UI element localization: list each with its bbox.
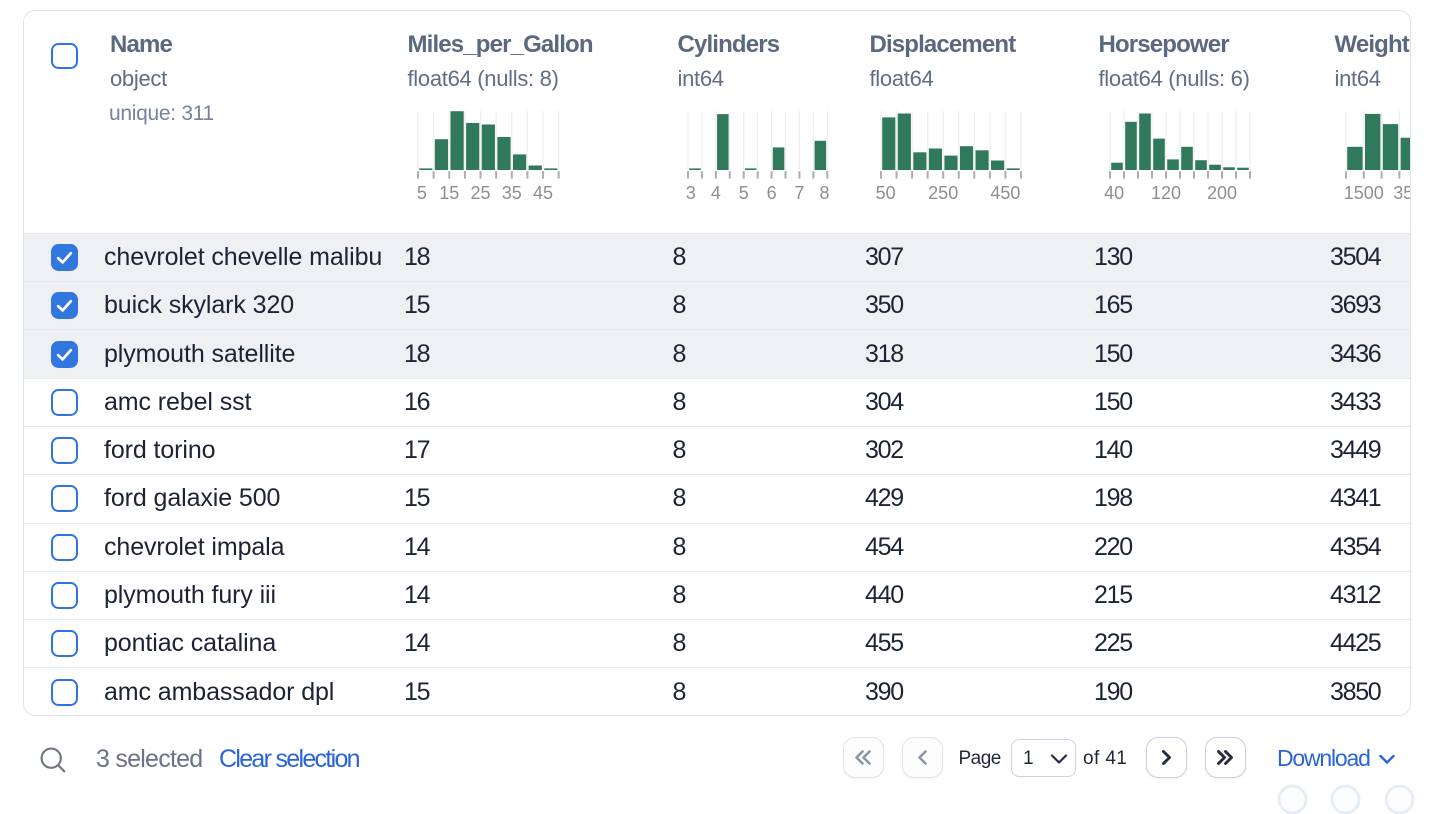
svg-text:50: 50 bbox=[876, 183, 896, 203]
svg-text:15: 15 bbox=[439, 183, 459, 203]
svg-text:450: 450 bbox=[990, 183, 1020, 203]
svg-text:40: 40 bbox=[1104, 183, 1124, 203]
svg-text:3500: 3500 bbox=[1393, 183, 1411, 203]
svg-text:8: 8 bbox=[819, 183, 829, 203]
svg-text:35: 35 bbox=[502, 183, 522, 203]
svg-text:250: 250 bbox=[928, 183, 958, 203]
svg-text:4: 4 bbox=[710, 183, 720, 203]
svg-text:5: 5 bbox=[738, 183, 748, 203]
svg-text:6: 6 bbox=[766, 183, 776, 203]
svg-text:25: 25 bbox=[471, 183, 491, 203]
svg-text:1500: 1500 bbox=[1343, 183, 1383, 203]
svg-text:3: 3 bbox=[685, 183, 695, 203]
svg-text:5: 5 bbox=[417, 183, 427, 203]
svg-text:120: 120 bbox=[1151, 183, 1181, 203]
svg-text:200: 200 bbox=[1207, 183, 1237, 203]
svg-text:45: 45 bbox=[533, 183, 553, 203]
svg-text:7: 7 bbox=[794, 183, 804, 203]
